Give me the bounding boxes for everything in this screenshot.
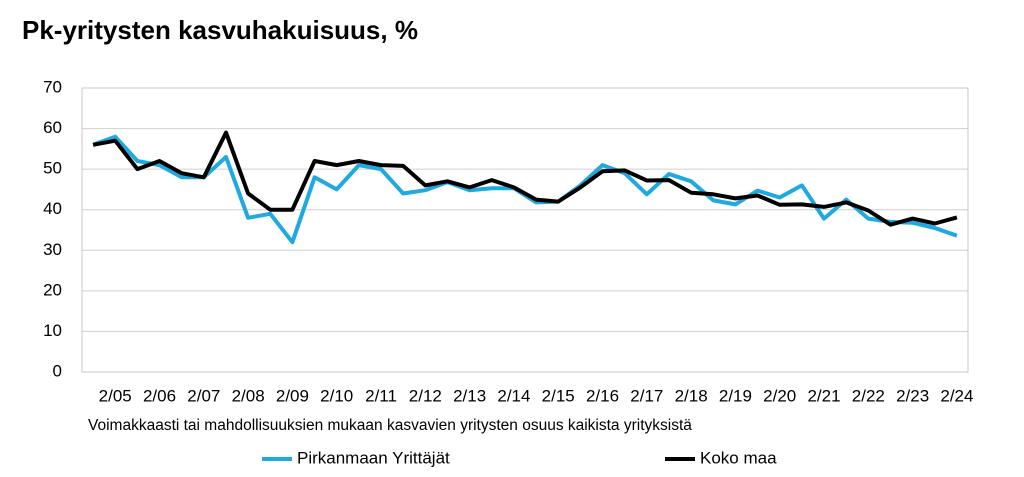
x-tick-label: 2/10 [320,386,353,405]
x-tick-label: 2/23 [896,386,929,405]
y-tick-label: 30 [43,240,62,259]
x-tick-label: 2/24 [940,386,973,405]
x-tick-label: 2/08 [232,386,265,405]
x-tick-label: 2/16 [586,386,619,405]
y-tick-label: 40 [43,199,62,218]
x-tick-label: 2/13 [453,386,486,405]
x-tick-label: 2/05 [99,386,132,405]
series-line [92,134,958,245]
y-tick-label: 20 [43,280,62,299]
y-tick-label: 0 [53,361,62,380]
x-tick-label: 2/21 [807,386,840,405]
legend-label: Pirkanmaan Yrittäjät [297,448,450,467]
chart-title: Pk-yritysten kasvuhakuisuus, % [22,15,418,45]
x-tick-label: 2/19 [719,386,752,405]
x-tick-label: 2/06 [143,386,176,405]
y-tick-label: 50 [43,159,62,178]
x-axis-label: Voimakkaasti tai mahdollisuuksien mukaan… [88,417,692,434]
y-tick-label: 10 [43,321,62,340]
y-tick-label: 70 [43,77,62,96]
x-tick-label: 2/22 [852,386,885,405]
x-tick-label: 2/14 [497,386,530,405]
x-tick-label: 2/11 [365,386,397,405]
plot-border [81,87,969,373]
legend-label: Koko maa [700,448,777,467]
y-tick-label: 60 [43,118,62,137]
series-line [92,130,958,227]
x-tick-label: 2/17 [630,386,663,405]
x-tick-label: 2/15 [542,386,575,405]
x-tick-label: 2/09 [276,386,309,405]
x-tick-label: 2/18 [675,386,708,405]
x-tick-label: 2/12 [409,386,442,405]
x-tick-label: 2/20 [763,386,796,405]
x-tick-label: 2/07 [187,386,220,405]
